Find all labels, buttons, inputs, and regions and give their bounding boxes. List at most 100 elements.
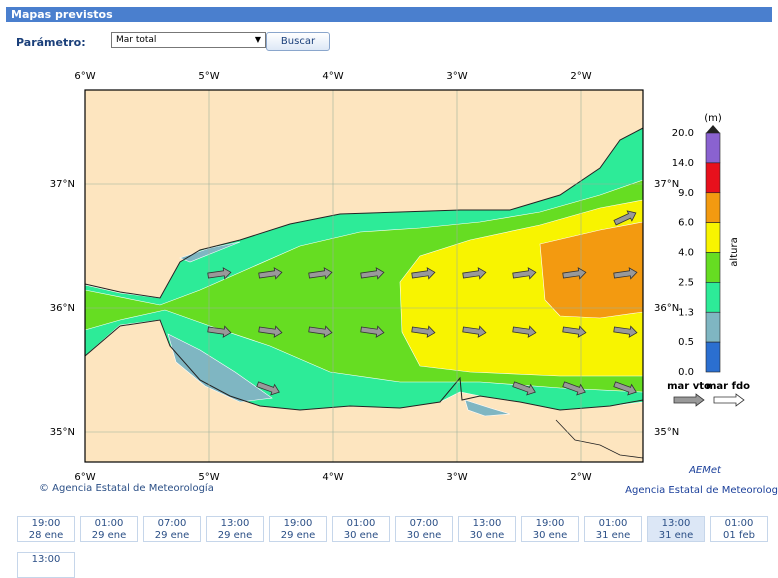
scale-label: 1.3 [678, 307, 694, 318]
sea-zone [464, 399, 511, 417]
lat-label: 35°N [654, 427, 679, 438]
scale-label: 14.0 [672, 158, 694, 169]
map: 20.0 14.0 9.0 6.0 4.0 2.5 1.3 0.5 0.0 (m) altura… [39, 71, 778, 496]
time-time: 01:00 [598, 518, 628, 529]
wave-arrow [258, 325, 283, 338]
credit: © Agencia Estatal de Meteorología [39, 482, 214, 494]
wave-arrow [562, 325, 587, 338]
wave-arrow [462, 325, 487, 338]
wave-arrow [308, 267, 333, 280]
lon-label: 4°W [322, 472, 343, 483]
lon-label: 6°W [74, 71, 95, 82]
wave-arrow [360, 325, 385, 338]
time-button[interactable]: 01:00 30 ene [332, 516, 390, 542]
wave-arrow [613, 325, 638, 338]
arrow-legend: mar vto [667, 381, 711, 392]
lon-label: 2°W [570, 71, 591, 82]
scale-band [705, 162, 721, 194]
lat-label: 36°N [654, 303, 679, 314]
scale-band [705, 282, 721, 313]
time-button[interactable]: 13:00 30 ene [458, 516, 516, 542]
time-button[interactable]: 19:00 29 ene [269, 516, 327, 542]
scale-unit: (m) [704, 113, 722, 124]
scale-band [705, 311, 721, 343]
logo-subtitle: Agencia Estatal de Meteorología [625, 484, 778, 496]
scale-band [705, 341, 721, 373]
time-date: 30 ene [469, 530, 505, 541]
time-date: 29 ene [154, 530, 190, 541]
time-time: 13:00 [31, 554, 61, 565]
time-date: 30 ene [532, 530, 568, 541]
scale-band [705, 222, 721, 253]
time-button[interactable]: 13:00 [17, 552, 75, 578]
time-button[interactable]: 01:00 31 ene [584, 516, 642, 542]
time-button[interactable]: 07:00 30 ene [395, 516, 453, 542]
wave-arrow [512, 381, 536, 396]
time-date: 30 ene [406, 530, 442, 541]
lat-label: 35°N [50, 427, 75, 438]
sea-zone [179, 241, 241, 263]
time-button[interactable]: 07:00 29 ene [143, 516, 201, 542]
scale-label: 4.0 [678, 248, 694, 259]
time-time: 01:00 [94, 518, 124, 529]
time-button[interactable]: 19:00 30 ene [521, 516, 579, 542]
sea-zone [539, 221, 644, 319]
wave-arrow [613, 381, 637, 396]
time-date: 31 ene [595, 530, 631, 541]
scale-band [705, 252, 721, 283]
time-time: 19:00 [31, 518, 61, 529]
lat-label: 37°N [50, 179, 75, 190]
time-button[interactable]: 01:00 29 ene [80, 516, 138, 542]
wave-arrow [207, 267, 232, 280]
wave-arrow [562, 381, 586, 396]
time-button[interactable]: 13:00 31 ene [647, 516, 705, 542]
arrow-legend: mar fdo [706, 381, 750, 392]
lon-label: 3°W [446, 71, 467, 82]
scale-label: 0.5 [678, 337, 694, 348]
scale-label: 2.5 [678, 277, 694, 288]
scale-band [705, 132, 721, 164]
wave-arrow [512, 267, 537, 280]
time-date: 29 ene [280, 530, 316, 541]
time-time: 07:00 [157, 518, 187, 529]
wave-arrow [613, 210, 637, 226]
time-button[interactable]: 13:00 29 ene [206, 516, 264, 542]
swell-arrow [713, 393, 745, 407]
wave-arrow [462, 267, 487, 280]
wave-arrow [256, 381, 280, 396]
wave-arrow [308, 325, 333, 338]
scale-label: 20.0 [672, 128, 694, 139]
time-time: 01:00 [724, 518, 754, 529]
wave-arrow [562, 267, 587, 280]
lat-label: 36°N [50, 303, 75, 314]
time-date: 30 ene [343, 530, 379, 541]
time-time: 07:00 [409, 518, 439, 529]
scale-label: 0.0 [678, 367, 694, 378]
lon-label: 5°W [198, 71, 219, 82]
time-time: 01:00 [346, 518, 376, 529]
time-date: 29 ene [217, 530, 253, 541]
time-time: 13:00 [220, 518, 250, 529]
lon-label: 2°W [570, 472, 591, 483]
lon-label: 6°W [74, 472, 95, 483]
time-date: 29 ene [91, 530, 127, 541]
time-button[interactable]: 01:00 01 feb [710, 516, 768, 542]
lon-label: 5°W [198, 472, 219, 483]
scale-label: 6.0 [678, 218, 694, 229]
sea-zone [167, 333, 273, 403]
scale-band [705, 192, 721, 223]
time-time: 19:00 [535, 518, 565, 529]
parameter-select[interactable]: Mar total [111, 32, 266, 48]
wind-sea-arrow [673, 393, 705, 407]
lon-label: 4°W [322, 71, 343, 82]
wave-arrow [360, 267, 385, 280]
wave-arrow [258, 267, 283, 280]
parameter-label: Parámetro: [16, 36, 86, 49]
search-button[interactable]: Buscar [266, 32, 330, 51]
wave-arrow [613, 267, 638, 280]
time-button[interactable]: 19:00 28 ene [17, 516, 75, 542]
time-time: 13:00 [472, 518, 502, 529]
wave-arrow [207, 325, 232, 338]
scale-cap [706, 125, 720, 133]
wave-arrow [512, 325, 537, 338]
